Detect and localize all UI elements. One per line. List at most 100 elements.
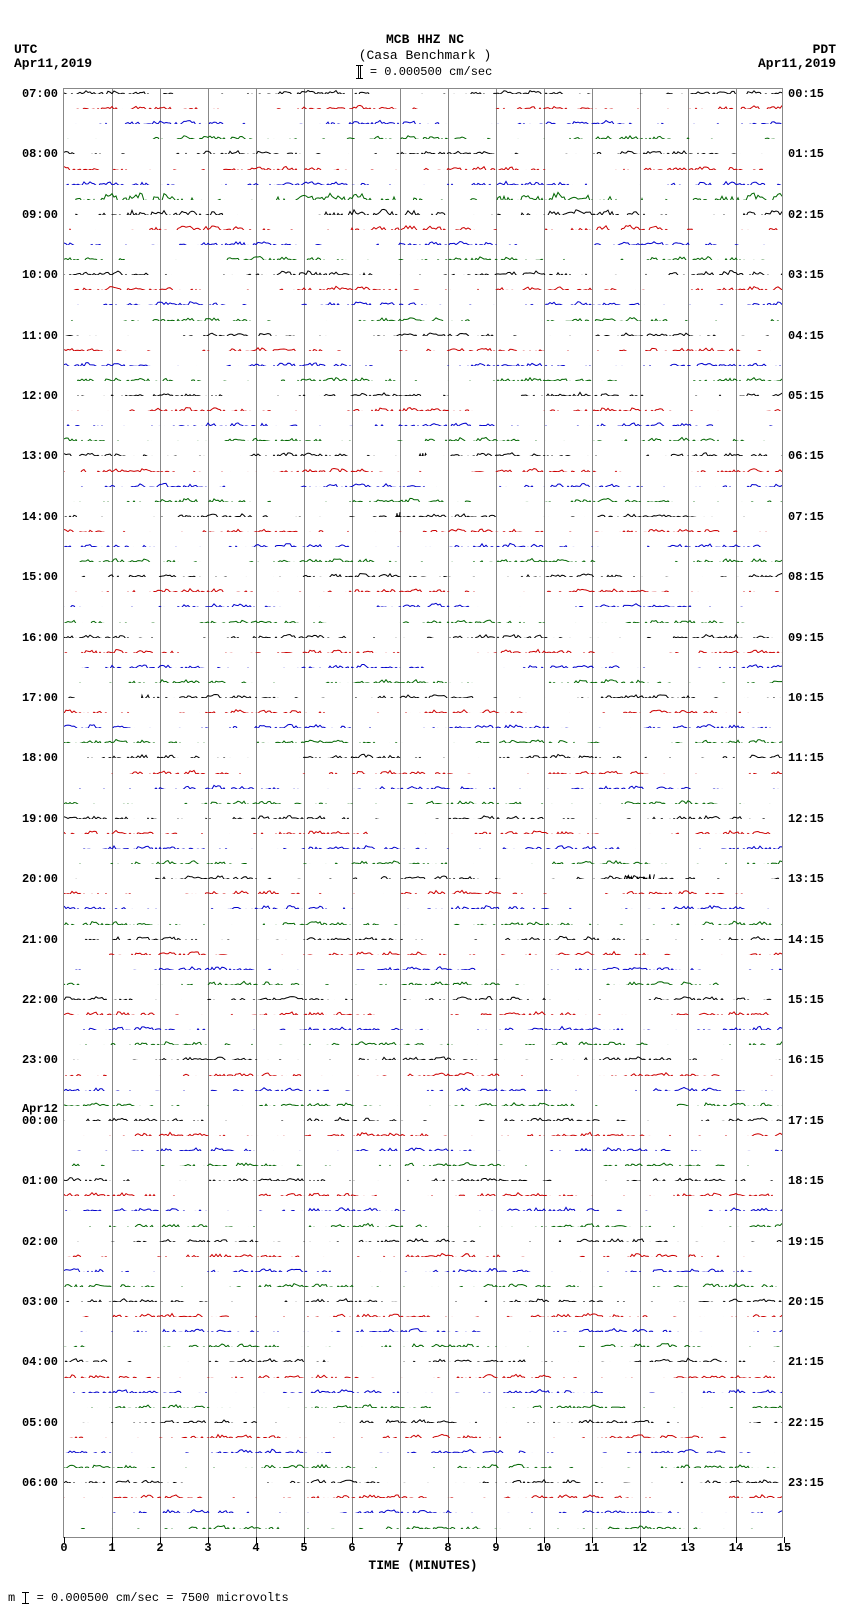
- gridline-v: [592, 89, 593, 1537]
- utc-time-label: 16:00: [22, 631, 58, 645]
- seismic-trace: [64, 291, 782, 305]
- seismic-trace: [64, 760, 782, 774]
- seismic-trace: [64, 367, 782, 381]
- seismic-trace: [64, 1092, 782, 1106]
- seismic-trace: [64, 790, 782, 804]
- x-tick-label: 3: [204, 1541, 211, 1555]
- utc-time-label: 12:00: [22, 389, 58, 403]
- gridline-v: [736, 89, 737, 1537]
- utc-time-label: 07:00: [22, 87, 58, 101]
- seismic-trace: [64, 1228, 782, 1242]
- utc-time-label: 19:00: [22, 812, 58, 826]
- seismic-trace: [64, 714, 782, 728]
- seismic-trace: [64, 578, 782, 592]
- pdt-time-label: 06:15: [788, 449, 824, 463]
- utc-time-label: 22:00: [22, 993, 58, 1007]
- seismic-trace: [64, 1469, 782, 1483]
- scale-indicator: = 0.000500 cm/sec: [0, 65, 850, 79]
- seismic-trace: [64, 1001, 782, 1015]
- pdt-time-label: 16:15: [788, 1053, 824, 1067]
- gridline-v: [208, 89, 209, 1537]
- tz-right-label: PDT: [813, 42, 836, 57]
- utc-time-label: 05:00: [22, 1416, 58, 1430]
- utc-time-label: 04:00: [22, 1355, 58, 1369]
- seismic-trace: [64, 548, 782, 562]
- utc-time-label: 18:00: [22, 751, 58, 765]
- seismic-trace: [64, 231, 782, 245]
- station-title: MCB HHZ NC: [0, 32, 850, 47]
- footer-prefix: m: [8, 1591, 15, 1605]
- seismic-trace: [64, 926, 782, 940]
- seismic-trace: [64, 1167, 782, 1181]
- seismic-trace: [64, 563, 782, 577]
- date-left-label: Apr11,2019: [14, 56, 92, 71]
- pdt-time-label: 11:15: [788, 751, 824, 765]
- seismic-trace: [64, 729, 782, 743]
- seismic-trace: [64, 986, 782, 1000]
- utc-time-label: 15:00: [22, 570, 58, 584]
- utc-time-label: 14:00: [22, 510, 58, 524]
- gridline-v: [400, 89, 401, 1537]
- seismic-trace: [64, 276, 782, 290]
- seismic-trace: [64, 1197, 782, 1211]
- seismic-trace: [64, 488, 782, 502]
- seismic-trace: [64, 1062, 782, 1076]
- footer-text: = 0.000500 cm/sec = 7500 microvolts: [37, 1591, 289, 1605]
- seismic-trace: [64, 744, 782, 758]
- pdt-time-label: 21:15: [788, 1355, 824, 1369]
- seismic-trace: [64, 1394, 782, 1408]
- utc-time-label: 23:00: [22, 1053, 58, 1067]
- seismic-trace: [64, 1107, 782, 1121]
- pdt-time-label: 17:15: [788, 1114, 824, 1128]
- seismic-trace: [64, 1243, 782, 1257]
- utc-time-label: 11:00: [22, 329, 58, 343]
- seismic-trace: [64, 201, 782, 215]
- x-tick-label: 6: [348, 1541, 355, 1555]
- pdt-time-label: 20:15: [788, 1295, 824, 1309]
- gridline-v: [448, 89, 449, 1537]
- seismic-trace: [64, 307, 782, 321]
- seismic-trace: [64, 95, 782, 109]
- utc-time-label: 01:00: [22, 1174, 58, 1188]
- utc-time-label: 13:00: [22, 449, 58, 463]
- footer-scale: m = 0.000500 cm/sec = 7500 microvolts: [8, 1591, 289, 1605]
- seismic-trace: [64, 1152, 782, 1166]
- seismic-trace: [64, 1031, 782, 1045]
- seismic-trace: [64, 775, 782, 789]
- seismic-trace: [64, 895, 782, 909]
- pdt-time-label: 09:15: [788, 631, 824, 645]
- utc-time-label: 02:00: [22, 1235, 58, 1249]
- pdt-time-label: 19:15: [788, 1235, 824, 1249]
- x-tick-label: 10: [537, 1541, 551, 1555]
- gridline-v: [688, 89, 689, 1537]
- pdt-time-label: 05:15: [788, 389, 824, 403]
- seismic-trace: [64, 1424, 782, 1438]
- x-tick-label: 5: [300, 1541, 307, 1555]
- seismic-trace: [64, 850, 782, 864]
- utc-time-label: 09:00: [22, 208, 58, 222]
- seismic-trace: [64, 352, 782, 366]
- seismic-trace: [64, 442, 782, 456]
- seismic-trace: [64, 941, 782, 955]
- seismic-trace: [64, 412, 782, 426]
- x-tick-label: 14: [729, 1541, 743, 1555]
- x-tick-label: 13: [681, 1541, 695, 1555]
- seismic-trace: [64, 1137, 782, 1151]
- pdt-time-label: 00:15: [788, 87, 824, 101]
- pdt-time-label: 23:15: [788, 1476, 824, 1490]
- pdt-time-label: 12:15: [788, 812, 824, 826]
- seismic-trace: [64, 216, 782, 230]
- gridline-v: [160, 89, 161, 1537]
- seismic-trace: [64, 337, 782, 351]
- seismic-trace: [64, 1046, 782, 1060]
- pdt-time-label: 13:15: [788, 872, 824, 886]
- pdt-time-label: 01:15: [788, 147, 824, 161]
- seismic-trace: [64, 835, 782, 849]
- pdt-time-label: 18:15: [788, 1174, 824, 1188]
- seismic-trace: [64, 1454, 782, 1468]
- pdt-time-label: 10:15: [788, 691, 824, 705]
- utc-time-label: 03:00: [22, 1295, 58, 1309]
- seismic-trace: [64, 1182, 782, 1196]
- seismic-trace: [64, 669, 782, 683]
- seismic-trace: [64, 911, 782, 925]
